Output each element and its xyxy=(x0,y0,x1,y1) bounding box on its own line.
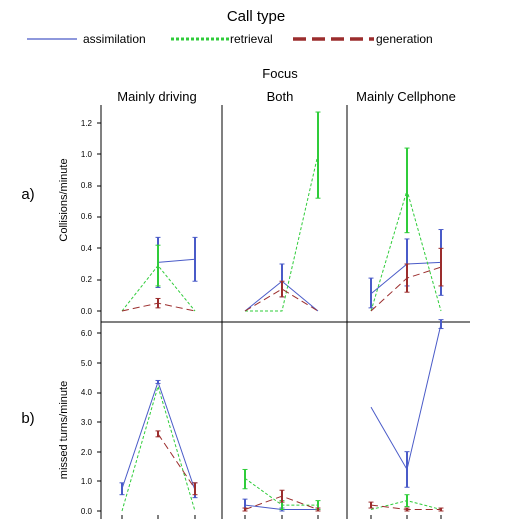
error-bar-retrieval xyxy=(404,494,410,508)
y-axis-label-collisions: Collisions/minute xyxy=(58,158,70,241)
error-bar-generation xyxy=(315,507,321,512)
y-tick-label: 0.0 xyxy=(81,307,93,316)
y-tick-label: 0.4 xyxy=(81,244,93,253)
series-line-assimilation xyxy=(157,258,196,263)
legend-label-assimilation: assimilation xyxy=(83,32,146,46)
error-bar-generation xyxy=(368,501,374,509)
row-letter-b: b) xyxy=(21,410,34,427)
y-axis-ticks-missed-turns: 0.0 1.0 2.0 3.0 4.0 5.0 6.0 xyxy=(81,329,101,516)
error-bar-retrieval xyxy=(155,244,161,287)
series-line-retrieval xyxy=(245,154,319,312)
y-tick-label: 1.0 xyxy=(81,477,93,486)
y-tick-label: 5.0 xyxy=(81,359,93,368)
error-bar-retrieval xyxy=(315,111,321,199)
legend-title: Call type xyxy=(227,8,285,25)
error-bar-generation xyxy=(279,489,285,503)
panel-frame xyxy=(100,105,470,519)
y-tick-label: 0.6 xyxy=(81,212,93,221)
legend-label-retrieval: retrieval xyxy=(230,32,273,46)
column-label-both: Both xyxy=(267,89,294,104)
y-axis-label-missed-turns: missed turns/minute xyxy=(58,381,70,479)
error-bar-retrieval xyxy=(404,147,410,234)
error-bar-generation xyxy=(242,507,248,512)
y-tick-label: 0.8 xyxy=(81,181,93,190)
legend: Call type assimilation retrieval generat… xyxy=(27,8,433,46)
error-bar-assimilation xyxy=(192,236,198,282)
error-bar-retrieval xyxy=(242,468,248,490)
error-bar-generation xyxy=(438,247,444,287)
y-tick-label: 4.0 xyxy=(81,388,93,397)
series-line-assimilation xyxy=(370,323,442,471)
error-bar-generation xyxy=(155,297,161,309)
error-bar-generation xyxy=(404,263,410,293)
series-line-generation xyxy=(244,288,319,312)
y-tick-label: 1.0 xyxy=(81,150,93,159)
error-bar-assimilation xyxy=(438,319,444,330)
y-tick-label: 1.2 xyxy=(81,119,93,128)
x-axis-ticks xyxy=(121,515,442,519)
series-line-retrieval xyxy=(121,384,196,512)
column-label-mainly-cellphone: Mainly Cellphone xyxy=(356,89,456,104)
error-bar-assimilation xyxy=(155,379,161,384)
series-line-generation xyxy=(157,433,196,490)
y-tick-label: 3.0 xyxy=(81,418,93,427)
y-tick-label: 2.0 xyxy=(81,448,93,457)
y-tick-label: 6.0 xyxy=(81,329,93,338)
error-bar-generation xyxy=(279,280,285,298)
row-letter-a: a) xyxy=(21,186,34,203)
facet-title: Focus xyxy=(262,66,298,81)
y-tick-label: 0.2 xyxy=(81,275,93,284)
chart-marks xyxy=(119,111,444,512)
error-bar-generation xyxy=(192,482,198,496)
column-label-mainly-driving: Mainly driving xyxy=(117,89,196,104)
error-bar-generation xyxy=(404,507,410,512)
y-axis-ticks-collisions: 0.0 0.2 0.4 0.6 0.8 1.0 1.2 xyxy=(81,119,101,316)
y-tick-label: 0.0 xyxy=(81,507,93,516)
error-bar-assimilation xyxy=(404,451,410,488)
error-bar-assimilation xyxy=(119,482,125,496)
error-bar-generation xyxy=(155,430,161,438)
error-bar-assimilation xyxy=(368,277,374,309)
legend-label-generation: generation xyxy=(376,32,433,46)
error-bar-generation xyxy=(438,507,444,512)
